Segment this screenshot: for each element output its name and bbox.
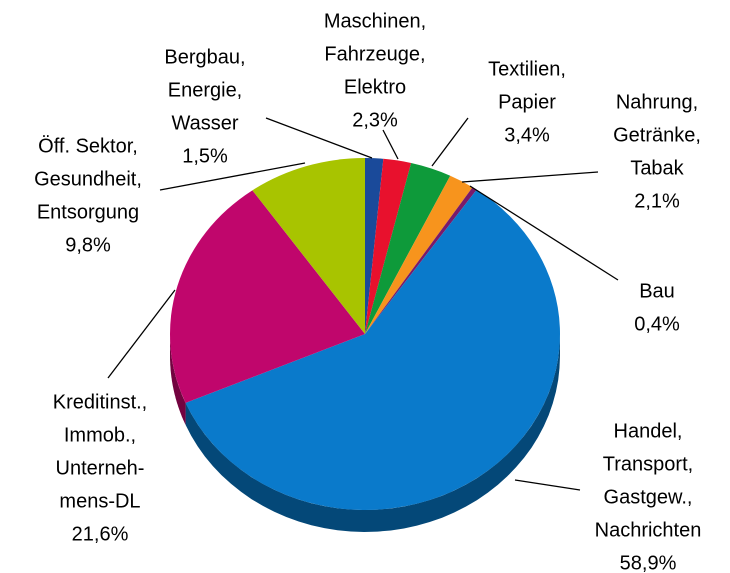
value-label: 21,6% — [72, 523, 129, 545]
category-label: Bau — [639, 280, 675, 302]
category-label: Nahrung, — [616, 91, 698, 113]
slice — [365, 158, 384, 334]
slice — [365, 158, 412, 334]
category-label: Fahrzeuge, — [324, 43, 425, 65]
slice-label: Bergbau, Energie, Wasser 1,5% — [164, 46, 245, 167]
category-label: Entsorgung — [37, 201, 139, 223]
value-label: 0,4% — [634, 313, 680, 335]
category-label: Bergbau, — [164, 46, 245, 68]
category-label: Tabak — [630, 157, 684, 179]
slice — [185, 189, 560, 511]
slice-label: Handel, Transport, Gastgew., Nachrichten 58,… — [595, 420, 702, 573]
category-label: Getränke, — [613, 124, 701, 146]
category-label: Kreditinst., — [53, 391, 147, 413]
slice-side — [170, 334, 186, 425]
slice — [169, 190, 365, 403]
value-label: 58,9% — [620, 552, 677, 573]
category-label: Unterneh- — [56, 457, 145, 479]
category-label: Textilien, — [488, 58, 566, 80]
category-label: Elektro — [344, 76, 406, 98]
slice-label: Kreditinst., Immob., Unterneh-mens-DL 21,6% — [53, 391, 147, 545]
leader-line — [461, 171, 599, 183]
slice-label: Nahrung, Getränke, Tabak 2,1% — [613, 91, 701, 212]
category-label: Gastgew., — [604, 486, 693, 508]
category-label: Papier — [498, 91, 556, 113]
value-label: 3,4% — [504, 124, 550, 146]
value-label: 2,3% — [352, 109, 398, 131]
value-label: 9,8% — [65, 234, 111, 256]
leader-line — [159, 162, 306, 191]
category-label: Wasser — [171, 112, 238, 134]
slice-label: Maschinen, Fahrzeuge, Elektro 2,3% — [324, 10, 426, 131]
category-label: Handel, — [614, 420, 683, 442]
category-label: Öff. Sektor, — [38, 135, 138, 157]
value-label: 2,1% — [634, 190, 680, 212]
slice-label: Öff. Sektor, Gesundheit, Entsorgung 9,8% — [34, 135, 142, 256]
slice-label: Textilien, Papier 3,4% — [488, 58, 566, 146]
leader-line — [431, 117, 469, 167]
leader-line — [469, 185, 619, 281]
slice — [365, 175, 473, 334]
leader-line — [107, 289, 176, 379]
slice-label: Bau 0,4% — [634, 280, 680, 335]
slice — [252, 158, 365, 334]
slice — [365, 162, 451, 334]
category-label: Energie, — [168, 79, 243, 101]
category-label: Maschinen, — [324, 10, 426, 32]
category-label: Transport, — [603, 453, 693, 475]
slice — [365, 187, 477, 334]
leader-line — [514, 479, 581, 491]
category-label: Immob., — [64, 424, 136, 446]
category-label: Gesundheit, — [34, 168, 142, 190]
leader-line — [382, 129, 399, 160]
category-label: mens-DL — [59, 490, 140, 512]
category-label: Nachrichten — [595, 519, 702, 541]
value-label: 1,5% — [182, 145, 228, 167]
leader-line — [265, 117, 373, 159]
